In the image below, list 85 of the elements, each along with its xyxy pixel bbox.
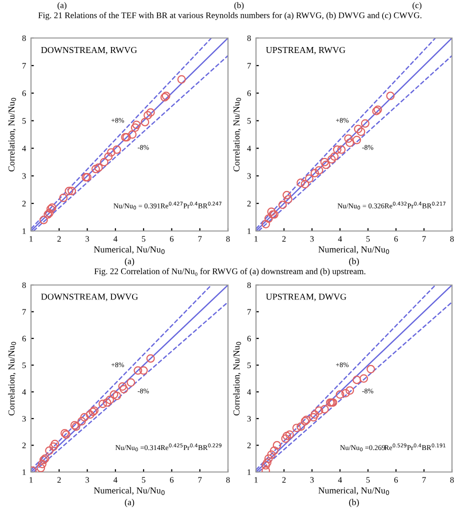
x-tick-label: 1 [30, 236, 33, 242]
x-tick-label: 3 [86, 236, 90, 242]
y-tick-label: 8 [22, 35, 26, 41]
x-tick-label: 1 [30, 477, 33, 483]
y-axis-title: Correlation, Nu/Nu$_{0}$ [233, 98, 242, 172]
y-tick-label: 4 [247, 146, 252, 152]
y-tick-label: 1 [22, 469, 26, 475]
text: (a) [124, 258, 134, 266]
text: (b) [349, 498, 359, 508]
y-tick-label: 6 [22, 336, 26, 342]
y-tick-label: 5 [22, 118, 26, 124]
text: (a) [124, 498, 134, 508]
y-tick-label: 2 [247, 442, 251, 448]
text: (b) [234, 2, 244, 10]
text: UPSTREAM, DWVG [266, 294, 346, 302]
y-tick-label: 4 [247, 389, 252, 395]
y-tick-label: 3 [22, 173, 26, 179]
y-tick-label: 4 [22, 389, 26, 395]
y-axis-title: Correlation, Nu/Nu$_{0}$ [8, 98, 16, 172]
x-tick-label: 4 [114, 477, 118, 483]
y-tick-label: 7 [248, 309, 251, 315]
y-tick-label: 5 [247, 362, 251, 368]
x-tick-label: 8 [450, 477, 454, 483]
y-tick-label: 6 [22, 90, 26, 96]
text: (b) [349, 258, 359, 266]
x-tick-label: 1 [254, 236, 258, 242]
x-axis-title: Numerical, Nu/Nu$_{0}$ [318, 487, 390, 495]
x-tick-label: 7 [422, 236, 426, 242]
text: (a) [58, 2, 66, 10]
x-tick-label: 2 [57, 477, 61, 483]
x-tick-label: 8 [450, 236, 454, 242]
x-tick-label: 2 [282, 477, 286, 483]
y-tick-label: 6 [247, 336, 251, 342]
x-tick-label: 3 [310, 236, 314, 242]
x-tick-label: 8 [226, 236, 230, 242]
x-tick-label: 4 [114, 236, 118, 242]
x-tick-label: 1 [254, 477, 258, 483]
x-tick-label: 2 [57, 236, 61, 242]
text: DOWNSTREAM, RWVG [41, 46, 137, 54]
x-tick-label: 6 [170, 477, 174, 483]
y-tick-label: 2 [22, 442, 26, 448]
y-tick-label: 1 [248, 469, 251, 475]
x-tick-label: 3 [310, 477, 314, 483]
y-tick-label: 7 [22, 63, 26, 68]
text: DOWNSTREAM, DWVG [41, 294, 138, 302]
y-tick-label: 8 [22, 282, 26, 288]
y-tick-label: 1 [22, 228, 26, 234]
y-tick-label: 1 [248, 228, 251, 234]
y-tick-label: 5 [22, 362, 26, 368]
y-tick-label: 3 [22, 416, 26, 422]
x-tick-label: 7 [422, 477, 426, 483]
x-tick-label: 8 [226, 477, 230, 483]
x-tick-label: 2 [282, 236, 286, 242]
y-tick-label: 7 [248, 63, 251, 68]
x-tick-label: 7 [198, 477, 202, 483]
x-tick-label: 5 [142, 477, 146, 483]
x-tick-label: 3 [86, 477, 90, 483]
x-axis-title: Numerical, Nu/Nu$_{0}$ [94, 487, 165, 495]
y-tick-label: 5 [247, 118, 251, 124]
x-tick-label: 6 [170, 236, 174, 242]
y-tick-label: 4 [22, 146, 26, 152]
y-axis-title: Correlation, Nu/Nu$_{0}$ [8, 342, 16, 416]
x-tick-label: 7 [198, 236, 202, 242]
x-tick-label: 5 [366, 477, 370, 483]
y-tick-label: 8 [247, 282, 251, 288]
y-tick-label: 7 [22, 309, 26, 315]
x-tick-label: 5 [142, 236, 146, 242]
y-tick-label: 3 [247, 173, 251, 179]
text: (c) [412, 2, 422, 10]
text: UPSTREAM, RWVG [266, 46, 346, 54]
caption: Fig. 22 Correlation of Nu/Nu₀ for RWVG of (a) downstream and (b) upstream. [94, 268, 366, 276]
y-tick-label: 2 [22, 200, 26, 206]
x-axis-title: Numerical, Nu/Nu$_{0}$ [318, 246, 390, 254]
x-tick-label: 6 [394, 236, 398, 242]
y-tick-label: 3 [247, 416, 251, 422]
x-tick-label: 5 [366, 236, 370, 242]
x-axis-title: Numerical, Nu/Nu$_{0}$ [94, 246, 165, 254]
x-tick-label: 4 [338, 477, 342, 483]
caption: Fig. 21 Relations of the TEF with BR at various Reynolds numbers for (a) RWVG, (b) DWVG and (c) CWVG. [38, 12, 422, 20]
y-tick-label: 6 [247, 90, 251, 96]
y-axis-title: Correlation, Nu/Nu$_{0}$ [233, 342, 242, 416]
y-tick-label: 2 [247, 200, 251, 206]
x-tick-label: 6 [394, 477, 398, 483]
y-tick-label: 8 [247, 35, 251, 41]
x-tick-label: 4 [338, 236, 342, 242]
